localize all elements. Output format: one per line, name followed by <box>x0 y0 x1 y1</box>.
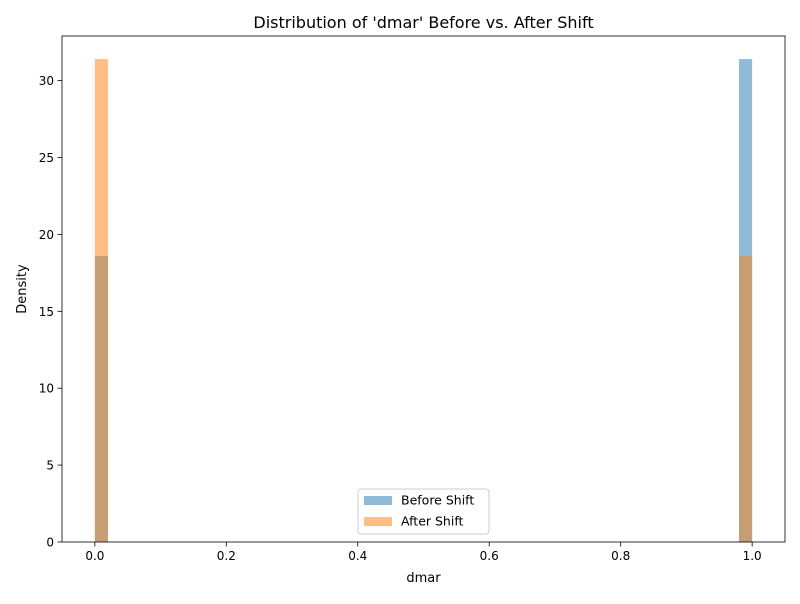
y-tick-label: 15 <box>39 305 54 319</box>
x-axis-label: dmar <box>406 571 441 586</box>
x-tick-label: 0.0 <box>85 549 104 563</box>
x-tick-label: 0.8 <box>611 549 630 563</box>
bar-after-shift-0 <box>94 59 109 542</box>
chart-title: Distribution of 'dmar' Before vs. After … <box>253 13 593 32</box>
x-tick-label: 0.6 <box>480 549 499 563</box>
y-tick-label: 30 <box>39 74 54 88</box>
axes-layer: 0.0 0.2 0.4 0.6 0.8 1.0 0 5 10 15 20 25 30 <box>39 35 786 563</box>
plot-frame <box>61 35 786 543</box>
x-tick-label: 1.0 <box>743 549 762 563</box>
y-axis-label: Density <box>15 264 30 314</box>
bars-layer <box>94 59 753 542</box>
y-tick-label: 25 <box>39 151 54 165</box>
x-tick-label: 0.2 <box>217 549 236 563</box>
bar-after-shift-1 <box>738 255 753 542</box>
legend-swatch <box>364 517 392 526</box>
legend-label: After Shift <box>401 514 464 529</box>
y-tick-label: 10 <box>39 382 54 396</box>
y-tick-label: 5 <box>46 459 54 473</box>
legend-swatch <box>364 496 392 505</box>
x-tick-label: 0.4 <box>348 549 367 563</box>
y-tick-label: 20 <box>39 228 54 242</box>
legend: Before Shift After Shift <box>357 488 490 535</box>
legend-label: Before Shift <box>401 493 474 508</box>
y-tick-label: 0 <box>46 536 54 550</box>
